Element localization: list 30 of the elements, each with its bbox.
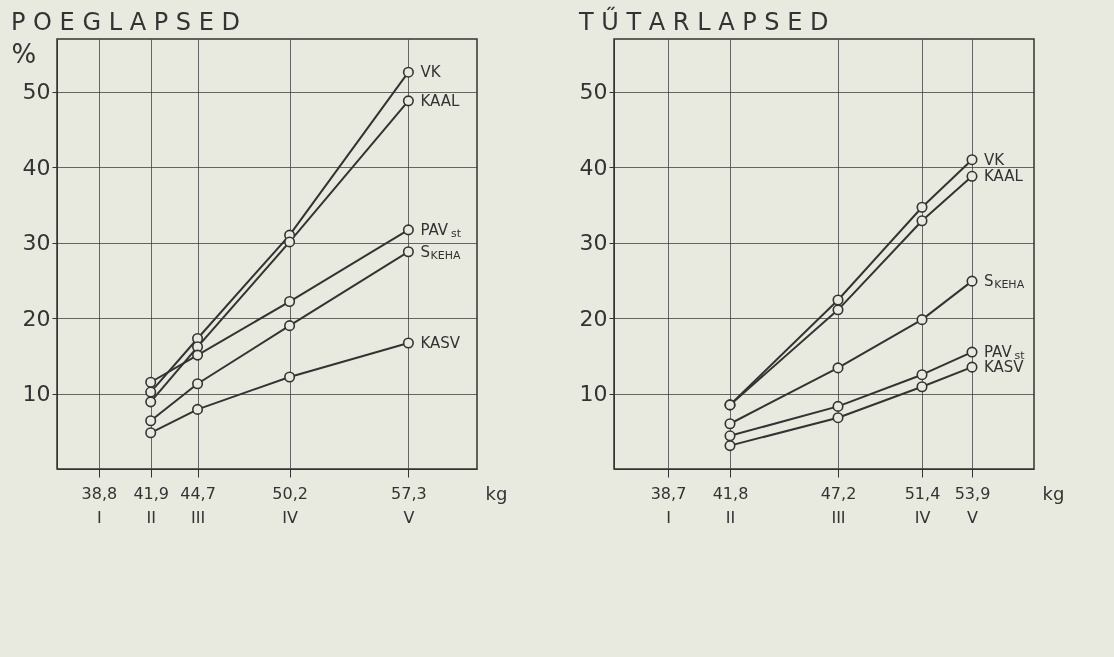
x-tick-label: 53,9 V [954,483,991,527]
x-tick-label: 38,7 I [650,483,687,527]
y-tick-label: 20 [22,305,51,331]
x-axis-title: kg [485,482,508,504]
chart-title: P O E G L A P S E D [11,8,240,36]
x-tick-label: 44,7 III [180,483,216,527]
series-label: VK [420,63,442,82]
x-tick-label: 57,3 V [391,483,427,527]
y-tick-label: 50 [22,79,51,105]
y-tick-label: 20 [579,305,608,331]
chart-title: T Ű T A R L A P S E D [578,6,829,36]
y-tick-label: 10 [579,381,608,407]
series-label: VK [984,150,1006,169]
y-tick-label: 30 [22,230,51,256]
y-axis-title: % [11,38,37,69]
x-tick-label: 47,2 III [820,483,857,527]
y-tick-label: 10 [22,381,51,407]
y-tick-label: 40 [22,154,51,180]
x-tick-label: 41,9 II [133,483,170,527]
x-tick-label: 38,8 I [81,483,118,527]
x-axis-title: kg [1042,482,1065,504]
y-tick-label: 30 [579,230,608,256]
x-tick-label: 50,2 IV [272,483,308,527]
y-tick-label: 50 [579,79,608,105]
x-tick-label: 41,8 II [712,483,749,527]
series-label: KASV [420,334,461,353]
y-tick-label: 40 [579,154,608,180]
series-label: KAAL [420,91,460,110]
x-tick-label: 51,4 IV [904,483,941,527]
series-label: KAAL [984,167,1024,186]
